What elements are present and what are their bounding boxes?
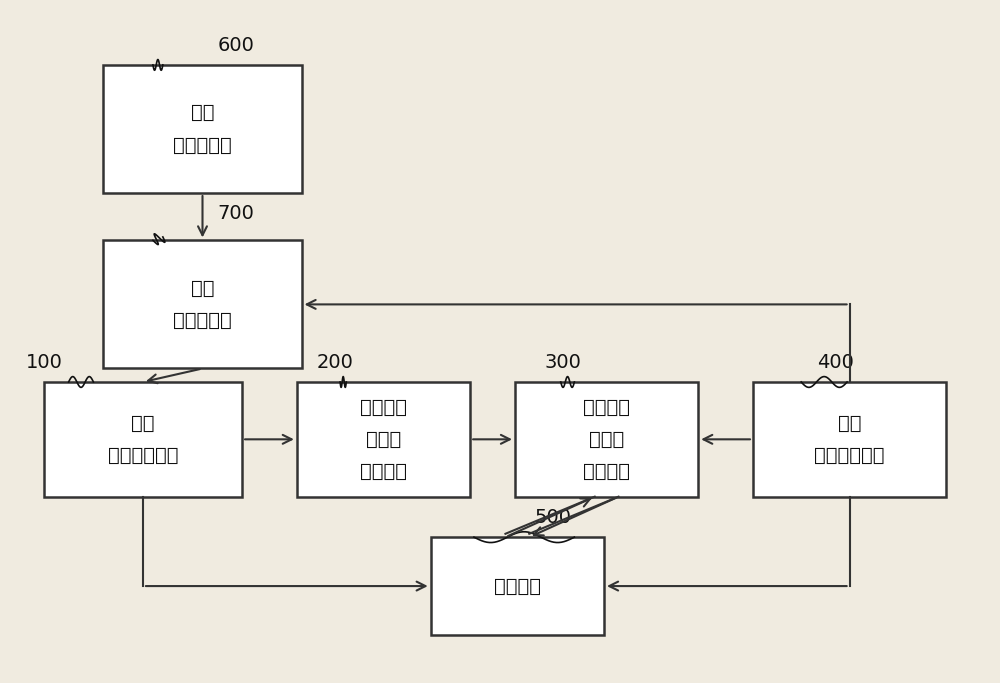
Text: 700: 700 (217, 204, 254, 223)
Text: 400: 400 (817, 353, 854, 372)
Text: 模块: 模块 (191, 103, 214, 122)
Bar (44, 382, 242, 497)
Text: 模块: 模块 (131, 414, 155, 432)
Bar (103, 240, 302, 369)
Text: 诊断模块: 诊断模块 (494, 576, 541, 596)
Bar (297, 382, 470, 497)
Bar (103, 65, 302, 193)
Text: 模块: 模块 (191, 279, 214, 298)
Text: 用户身份识别: 用户身份识别 (814, 446, 885, 465)
Text: 600: 600 (217, 36, 254, 55)
Text: 存储模块: 存储模块 (583, 398, 630, 417)
Text: 心电图存储: 心电图存储 (173, 311, 232, 330)
Text: 模块: 模块 (838, 414, 861, 432)
Text: 分类器: 分类器 (589, 430, 624, 449)
Text: 心电图测量: 心电图测量 (173, 136, 232, 154)
Text: 心脏状态: 心脏状态 (360, 462, 407, 482)
Text: 200: 200 (317, 353, 353, 372)
Bar (431, 537, 604, 635)
Text: 100: 100 (26, 353, 63, 372)
Text: 心脏状态: 心脏状态 (583, 462, 630, 482)
Text: 分类器: 分类器 (366, 430, 401, 449)
Text: 300: 300 (545, 353, 582, 372)
Text: 生成模块: 生成模块 (360, 398, 407, 417)
Text: 特征向量提取: 特征向量提取 (108, 446, 178, 465)
Bar (753, 382, 946, 497)
Text: 500: 500 (535, 508, 572, 527)
Bar (515, 382, 698, 497)
